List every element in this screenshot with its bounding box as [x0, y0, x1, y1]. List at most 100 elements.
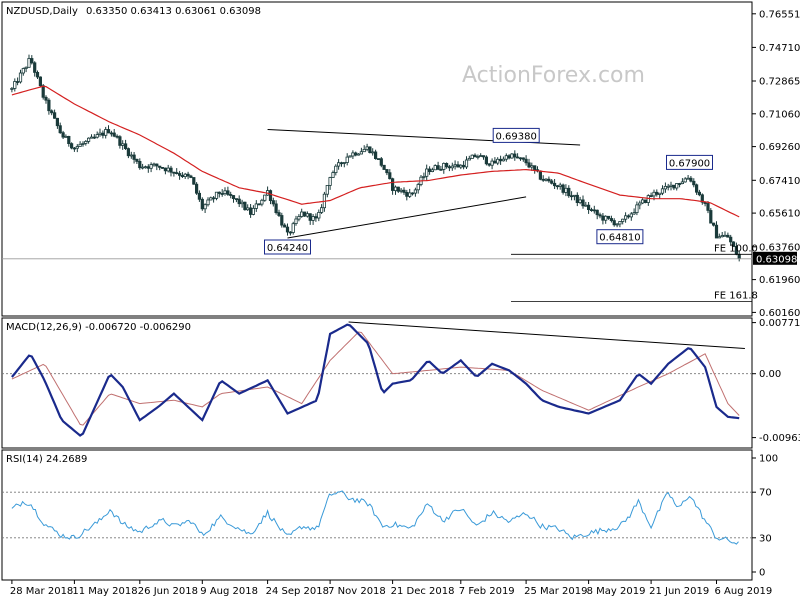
candle-body — [581, 199, 585, 207]
candle-body — [621, 218, 625, 222]
candle-body — [112, 132, 116, 137]
candle-body — [89, 136, 94, 139]
candle-body — [638, 202, 642, 206]
moving-average-line — [11, 85, 740, 218]
candle-body — [359, 151, 364, 155]
candle-body — [379, 158, 383, 166]
candle-body — [518, 157, 523, 160]
candle-body — [285, 226, 290, 233]
candle-body — [567, 187, 571, 197]
annotation-label: 0.64240 — [267, 243, 308, 254]
candle-body — [618, 221, 622, 225]
rsi-line — [11, 490, 739, 545]
x-tick-label: 8 May 2019 — [587, 586, 646, 597]
candle-body — [166, 167, 170, 172]
candle-body — [447, 166, 452, 169]
candle-body — [408, 192, 412, 197]
candle-body — [729, 236, 733, 243]
rsi-y-axis: 100 70 30 0 — [752, 454, 778, 579]
candle-body — [427, 168, 432, 172]
candle-body — [678, 183, 682, 185]
candle-body — [41, 85, 45, 98]
candle-body — [263, 194, 267, 201]
candle-body — [260, 199, 264, 205]
candle-body — [422, 175, 426, 178]
annotation-box — [596, 229, 644, 245]
candle-body — [234, 198, 238, 201]
candle-body — [314, 216, 318, 219]
candle-body — [547, 178, 551, 182]
candle-body — [712, 222, 716, 226]
candle-body — [368, 146, 372, 153]
candle-body — [680, 181, 685, 184]
candle-body — [50, 110, 54, 114]
current-price-badge-label: 0.63098 — [756, 254, 797, 265]
candle-body — [186, 173, 190, 177]
candle-body — [669, 184, 673, 187]
candle-body — [572, 194, 577, 197]
candle-body — [433, 165, 437, 171]
candle-body — [118, 136, 122, 146]
candle-body — [354, 152, 358, 156]
candle-body — [129, 154, 133, 157]
candle-body — [294, 218, 298, 224]
candle-body — [126, 148, 130, 157]
candle-body — [30, 58, 34, 64]
candle-body — [35, 72, 40, 78]
candle-body — [302, 211, 307, 217]
candle-body — [371, 151, 375, 154]
candle-body — [501, 158, 506, 162]
y-tick-label: 0.00 — [759, 369, 781, 380]
candle-body — [558, 184, 562, 187]
candle-body — [55, 117, 60, 127]
candle-body — [538, 170, 543, 180]
candle-body — [737, 253, 741, 259]
candle-body — [450, 165, 454, 169]
candle-body — [342, 161, 346, 164]
x-tick-label: 21 Dec 2018 — [391, 586, 455, 597]
candle-body — [38, 76, 43, 87]
macd-y-axis: 0.007712 0.00 -0.009632 — [752, 318, 800, 444]
candle-body — [143, 166, 148, 169]
candle-body — [64, 135, 68, 138]
candle-body — [84, 140, 88, 144]
candle-body — [601, 215, 605, 221]
candle-body — [334, 165, 338, 173]
candle-body — [305, 213, 310, 217]
candle-body — [570, 195, 574, 198]
annotation-label: 0.69380 — [496, 131, 537, 142]
candle-body — [521, 157, 525, 160]
candle-body — [271, 200, 275, 205]
candle-body — [226, 190, 230, 195]
candle-body — [209, 197, 213, 201]
candle-body — [624, 215, 628, 220]
candle-body — [175, 172, 179, 175]
candle-body — [481, 155, 486, 158]
y-tick-label: 0.71060 — [759, 109, 800, 120]
candle-body — [697, 191, 702, 196]
candle-body — [655, 191, 659, 195]
candle-body — [15, 81, 20, 83]
price-y-axis: 0.76551 0.74710 0.72865 0.71060 0.69260 0.674… — [752, 9, 800, 319]
y-tick-label: -0.009632 — [759, 433, 800, 444]
candle-body — [13, 81, 17, 89]
candle-body — [109, 132, 113, 135]
price-ohlc-label: 0.63350 0.63413 0.63061 0.63098 — [86, 6, 261, 17]
fe-level-label-2: FE 161.8 — [714, 291, 758, 302]
candle-body — [311, 216, 315, 221]
candle-body — [365, 146, 369, 150]
candle-body — [544, 178, 548, 181]
candle-body — [695, 184, 699, 193]
y-tick-label: 0.72865 — [759, 77, 800, 88]
candle-body — [425, 168, 429, 177]
candle-body — [709, 210, 713, 224]
x-axis: 28 Mar 2018 11 May 2018 26 Jun 2018 9 Aug 2… — [10, 580, 772, 597]
candle-body — [72, 147, 76, 150]
candle-body — [524, 158, 528, 164]
candle-body — [274, 203, 278, 213]
candle-body — [44, 96, 48, 101]
candle-body — [376, 158, 381, 161]
candle-body — [243, 201, 247, 211]
candle-body — [101, 132, 105, 136]
candle-body — [615, 223, 619, 226]
